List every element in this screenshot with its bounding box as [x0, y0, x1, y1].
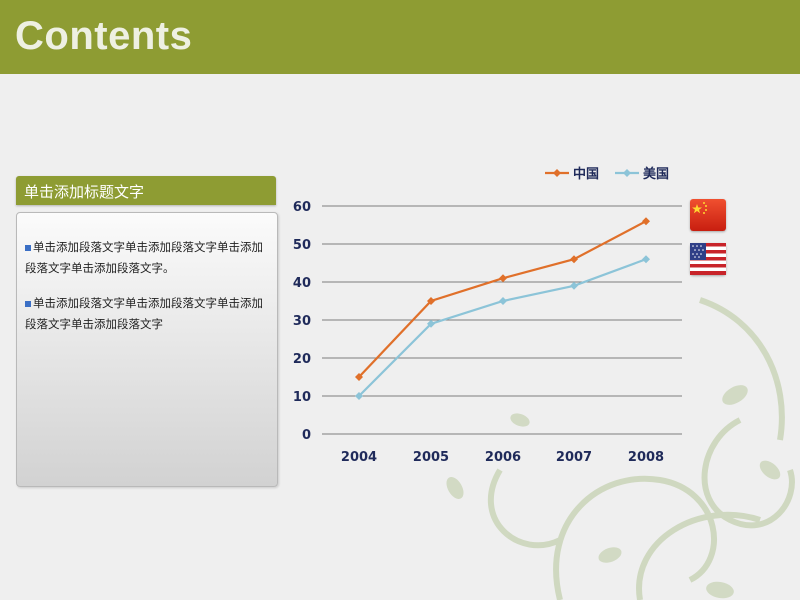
data-point [355, 392, 363, 400]
data-point [499, 297, 507, 305]
data-point [570, 255, 578, 264]
paragraph-1-text: 单击添加段落文字单击添加段落文字单击添加段落文字单击添加段落文字。 [25, 240, 263, 275]
bullet-icon [25, 300, 31, 307]
y-tick-label: 50 [293, 238, 311, 253]
bullet-icon [25, 244, 31, 251]
y-tick-label: 10 [293, 390, 311, 405]
x-tick-label: 2006 [485, 450, 521, 465]
panel-heading-bar: 单击添加标题文字 [16, 176, 276, 205]
data-point [427, 297, 435, 305]
slide-title: Contents [15, 14, 193, 58]
paragraph-1: 单击添加段落文字单击添加段落文字单击添加段落文字单击添加段落文字。 [25, 237, 269, 279]
legend-label: 中国 [573, 166, 599, 182]
text-panel: 单击添加段落文字单击添加段落文字单击添加段落文字单击添加段落文字。 单击添加段落… [16, 212, 278, 487]
data-point [499, 274, 507, 283]
y-tick-label: 40 [293, 276, 311, 291]
title-banner: Contents [0, 0, 800, 74]
data-point [570, 281, 578, 290]
panel-heading: 单击添加标题文字 [24, 183, 145, 201]
y-tick-label: 0 [302, 428, 311, 443]
data-point [642, 217, 650, 226]
data-point [427, 319, 435, 328]
y-tick-label: 60 [293, 200, 311, 215]
paragraph-2-text: 单击添加段落文字单击添加段落文字单击添加段落文字单击添加段落文字 [25, 296, 263, 331]
x-tick-label: 2004 [341, 450, 377, 465]
legend-marker [623, 169, 631, 177]
data-point [642, 255, 650, 264]
x-tick-label: 2008 [628, 450, 664, 465]
china-flag-icon [690, 199, 726, 231]
x-tick-label: 2005 [413, 450, 449, 465]
data-point [355, 373, 363, 381]
paragraph-2: 单击添加段落文字单击添加段落文字单击添加段落文字单击添加段落文字 [25, 293, 269, 335]
y-tick-label: 20 [293, 352, 311, 367]
usa-flag-icon [690, 243, 726, 275]
legend-marker [553, 169, 561, 177]
x-tick-label: 2007 [556, 450, 592, 465]
y-tick-label: 30 [293, 314, 311, 329]
legend-label: 美国 [643, 166, 669, 182]
